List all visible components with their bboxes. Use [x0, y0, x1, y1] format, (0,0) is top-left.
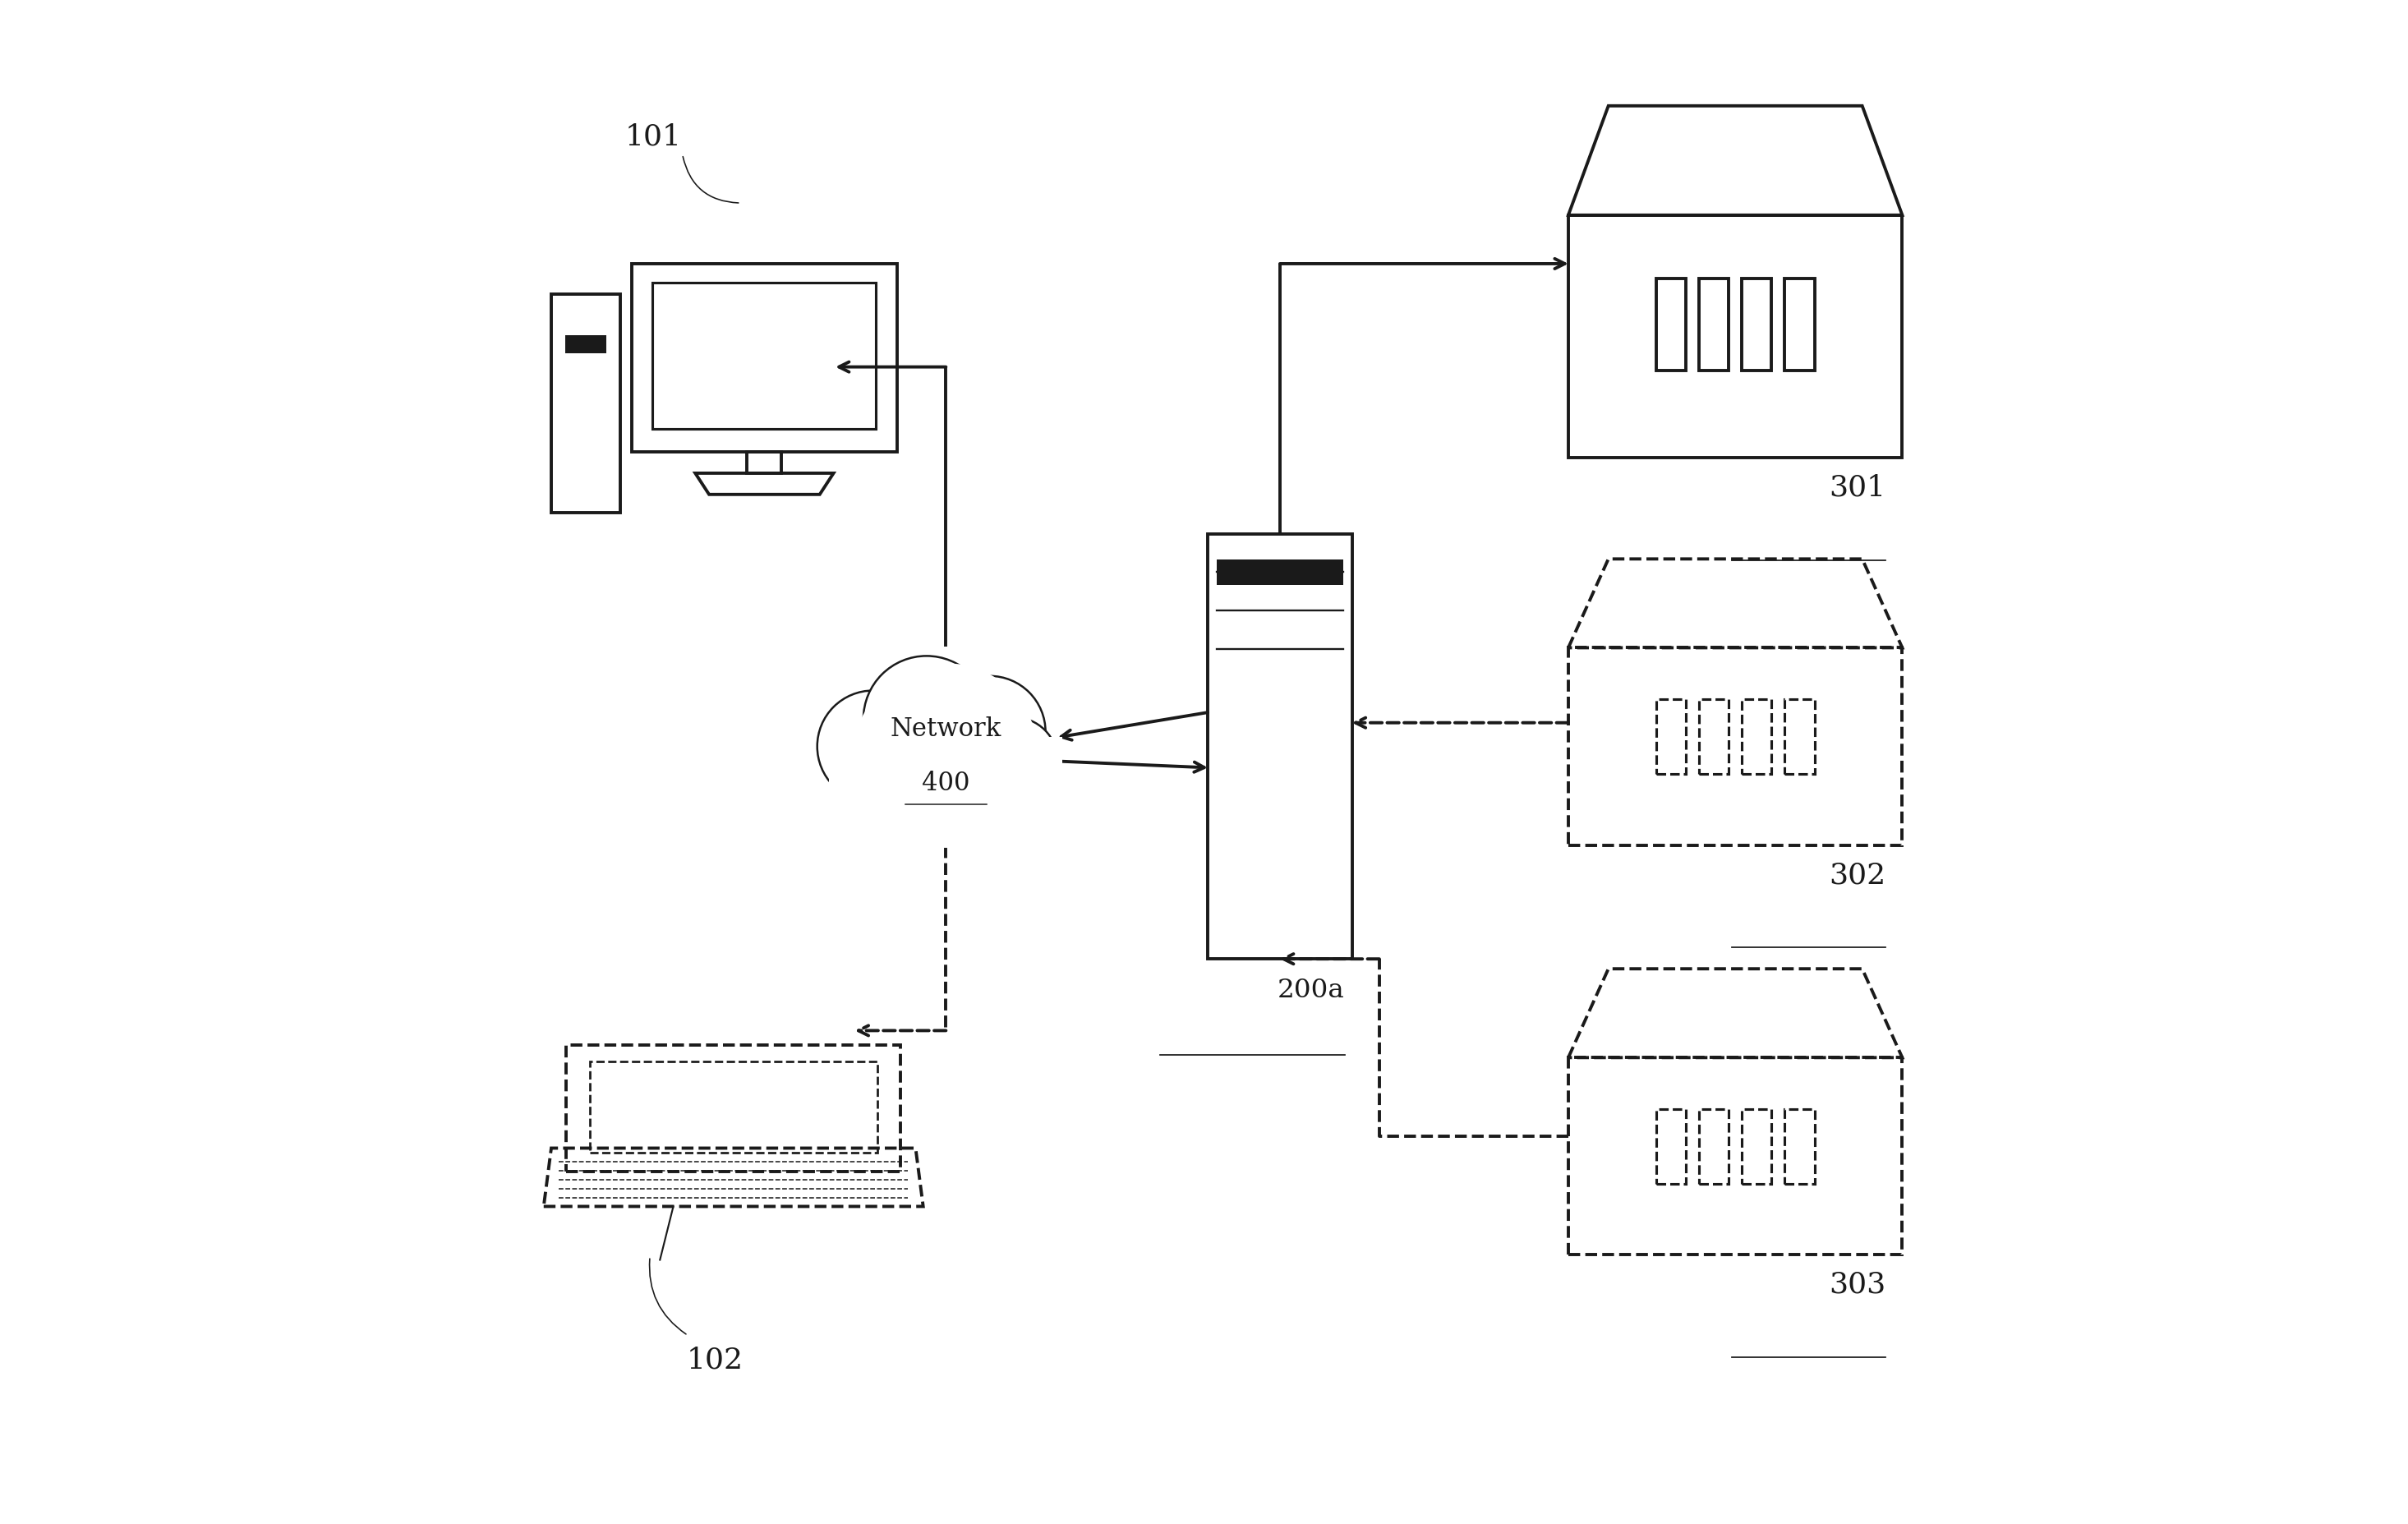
- Bar: [1741, 1109, 1772, 1184]
- Text: 303: 303: [1828, 1269, 1885, 1298]
- Circle shape: [908, 713, 1007, 809]
- Text: Network: Network: [891, 716, 1002, 741]
- Text: 102: 102: [686, 1346, 742, 1373]
- Bar: [746, 453, 783, 474]
- Text: 302: 302: [1828, 861, 1885, 888]
- Bar: [1700, 700, 1729, 774]
- Text: 400: 400: [922, 771, 970, 796]
- Bar: [828, 738, 1062, 838]
- Text: 101: 101: [626, 123, 681, 151]
- Circle shape: [970, 718, 1057, 805]
- Bar: [1657, 279, 1686, 372]
- Bar: [590, 1062, 877, 1154]
- Bar: [1568, 1058, 1902, 1256]
- Bar: [1568, 648, 1902, 846]
- Bar: [1784, 700, 1816, 774]
- Bar: [551, 294, 621, 514]
- Circle shape: [855, 713, 951, 809]
- Bar: [1657, 1109, 1686, 1184]
- Circle shape: [934, 677, 1045, 788]
- Bar: [1657, 700, 1686, 774]
- Bar: [566, 1045, 901, 1172]
- Bar: [1700, 1109, 1729, 1184]
- Bar: [1784, 1109, 1816, 1184]
- Bar: [1700, 279, 1729, 372]
- Bar: [1741, 279, 1772, 372]
- Bar: [566, 337, 607, 354]
- Bar: [1784, 279, 1816, 372]
- Text: 200a: 200a: [1279, 977, 1344, 1003]
- Bar: [1209, 535, 1351, 959]
- Circle shape: [864, 657, 990, 783]
- Bar: [1216, 559, 1344, 585]
- Bar: [631, 264, 898, 453]
- Circle shape: [855, 663, 1038, 849]
- Circle shape: [816, 690, 929, 803]
- Text: 301: 301: [1828, 474, 1885, 501]
- Bar: [1741, 700, 1772, 774]
- Bar: [1568, 216, 1902, 459]
- Bar: [653, 283, 877, 430]
